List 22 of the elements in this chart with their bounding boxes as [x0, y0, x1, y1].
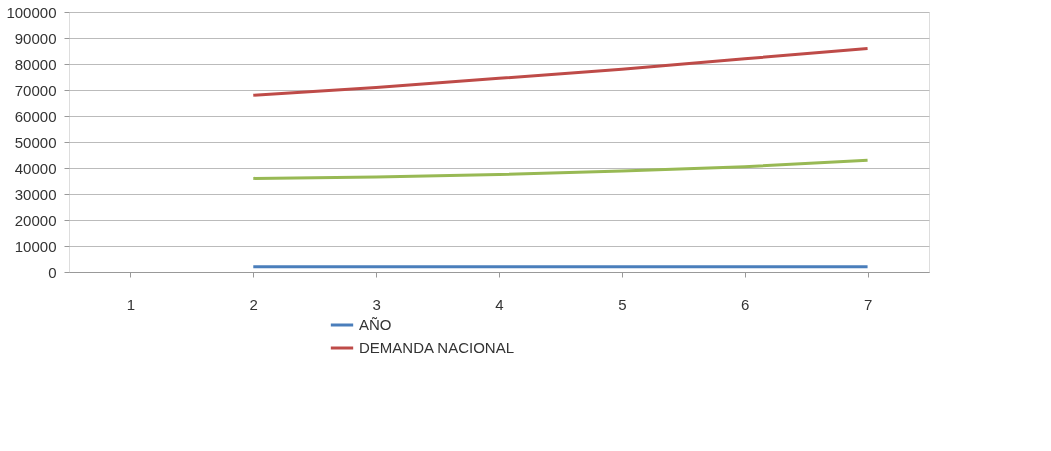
- y-tick-label: 10000: [14, 237, 57, 255]
- y-tick-label: 100000: [6, 3, 57, 21]
- legend-label: DEMANDA NACIONAL: [359, 339, 515, 356]
- y-tick-label: 50000: [14, 133, 57, 151]
- y-tick-label: 60000: [14, 107, 57, 125]
- y-tick-label: 0: [48, 263, 57, 281]
- y-tick-label: 40000: [14, 159, 57, 177]
- x-tick-label: 3: [372, 295, 381, 313]
- x-tick-label: 7: [863, 295, 873, 313]
- y-tick-label: 80000: [14, 55, 57, 73]
- y-tick-label: 70000: [14, 81, 57, 99]
- line-series: [251, 158, 870, 180]
- y-tick-label: 30000: [14, 185, 57, 203]
- y-tick-label: 90000: [14, 29, 57, 47]
- x-tick-label: 5: [618, 295, 627, 313]
- x-tick-label: 2: [249, 295, 258, 313]
- legend-label: AÑO: [359, 316, 392, 333]
- line-series: [251, 46, 870, 97]
- y-tick-label: 20000: [14, 211, 57, 229]
- x-tick-label: 4: [495, 295, 504, 313]
- x-tick-label: 6: [741, 295, 750, 313]
- x-tick-label: 1: [126, 295, 136, 313]
